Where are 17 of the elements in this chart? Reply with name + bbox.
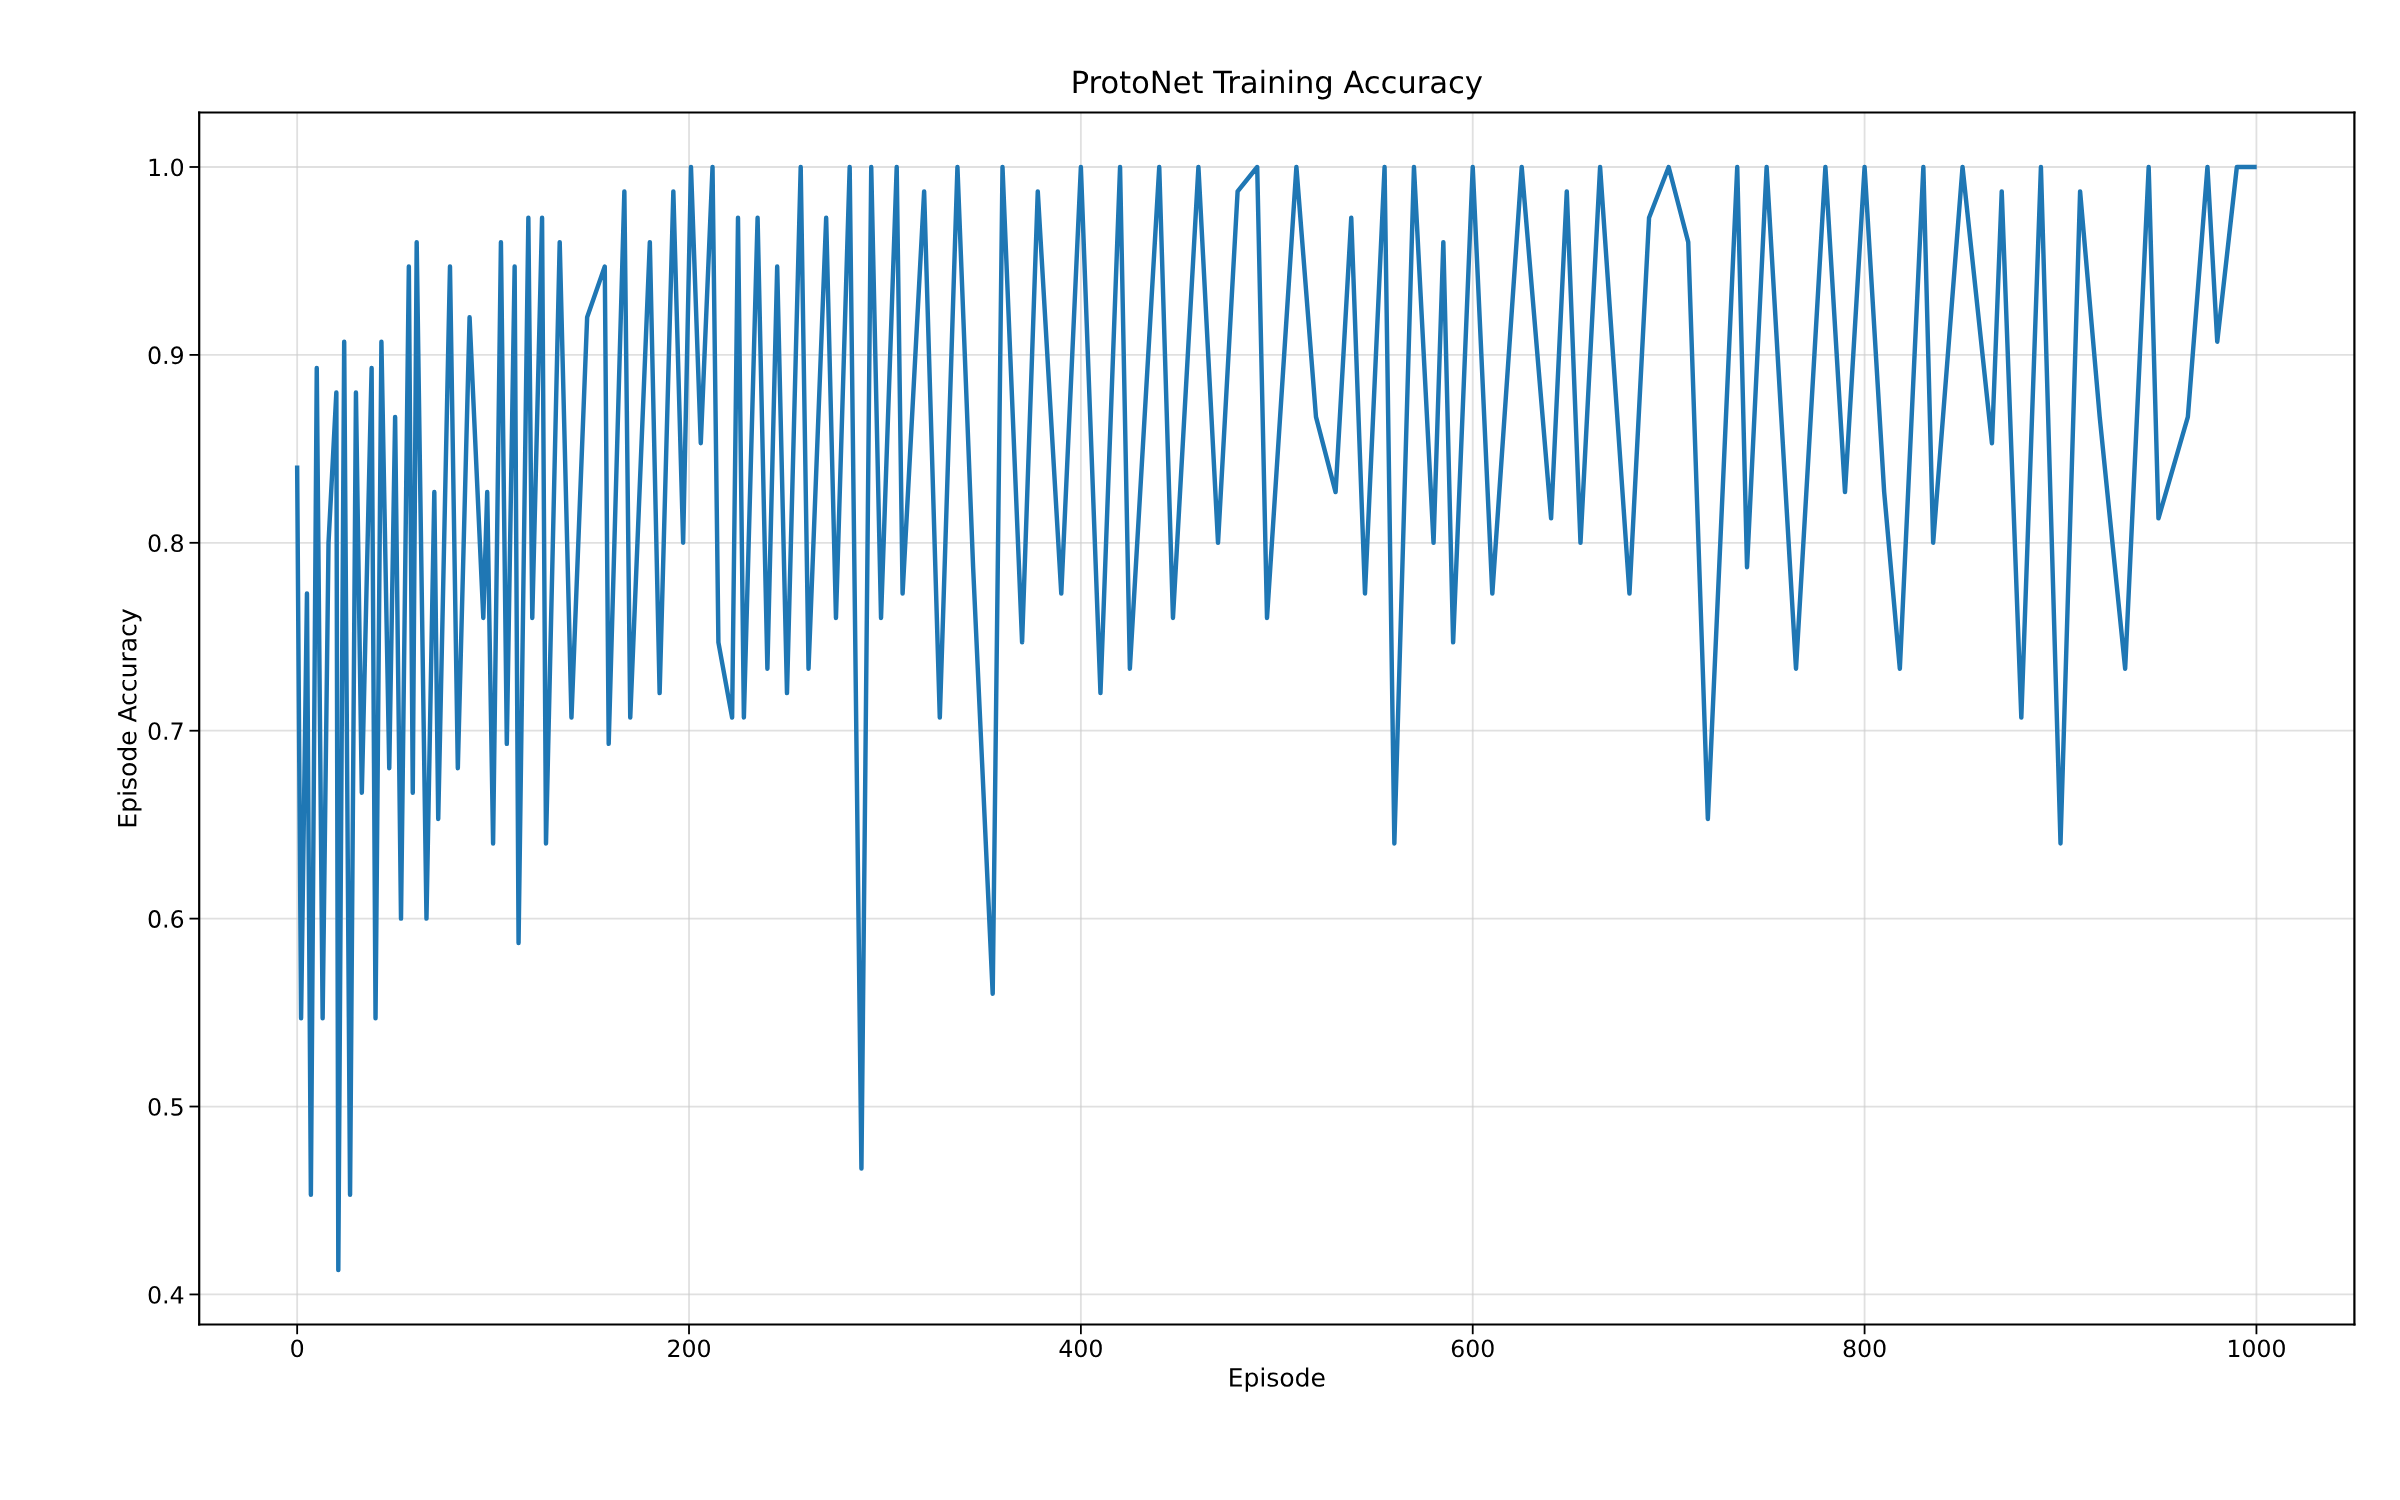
y-tick-label: 0.7 — [148, 722, 183, 741]
y-tick-label: 0.4 — [148, 1285, 184, 1304]
x-tick-label: 1000 — [2228, 1339, 2285, 1358]
x-tick-label: 600 — [1451, 1339, 1494, 1358]
line-series — [294, 164, 2257, 1273]
y-tick-label: 1.0 — [149, 158, 184, 177]
x-tick-label: 400 — [1059, 1339, 1102, 1358]
chart-title: ProtoNet Training Accuracy — [1073, 69, 1483, 100]
y-tick-label: 0.9 — [148, 346, 183, 365]
y-axis-title: Episode Accuracy — [117, 609, 142, 827]
y-tick-label: 0.8 — [148, 534, 183, 553]
x-tick-label: 200 — [668, 1339, 710, 1358]
y-tick-label: 0.6 — [148, 910, 184, 928]
x-tick-label: 0 — [291, 1339, 304, 1358]
x-tick-label: 800 — [1843, 1339, 1886, 1358]
x-axis-title: Episode — [1230, 1367, 1325, 1392]
y-tick-label: 0.5 — [148, 1097, 183, 1116]
